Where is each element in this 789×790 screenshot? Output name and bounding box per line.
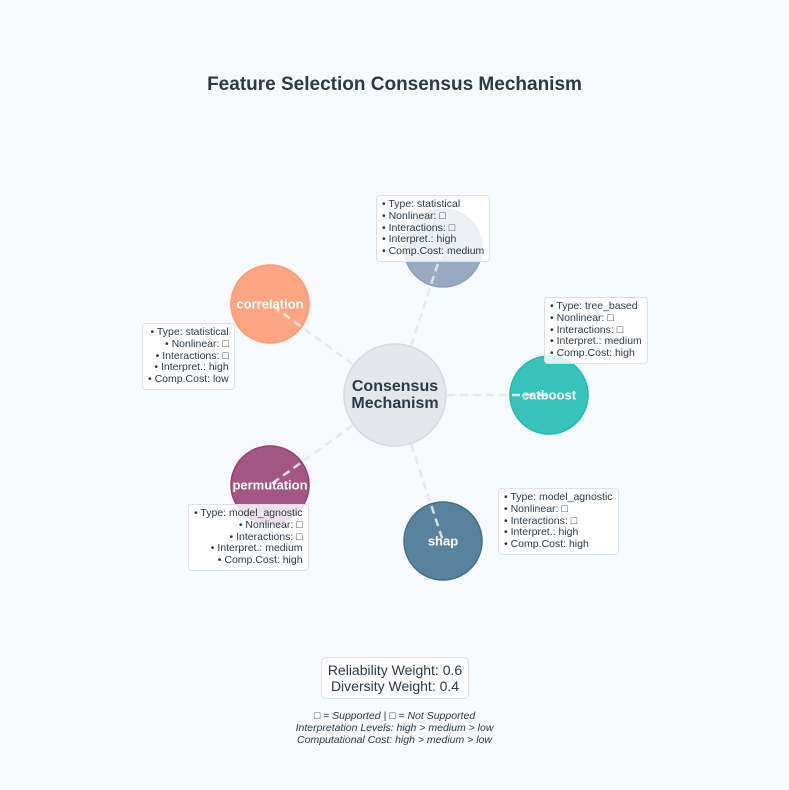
method-info-catboost: • Type: tree_based • Nonlinear: □ • Intera… <box>544 297 648 364</box>
info-interpretability: • Interpret.: high <box>504 526 579 539</box>
method-info-unnamed: • Type: statistical • Nonlinear: □ • Inter… <box>376 195 491 262</box>
info-interpretability: • Interpret.: high <box>382 233 457 246</box>
info-nonlinear: • Nonlinear: □ <box>238 518 303 531</box>
consensus-label: Consensus Mechanism <box>351 378 439 412</box>
info-comp_cost: • Comp.Cost: low <box>148 373 229 386</box>
info-nonlinear: • Nonlinear: □ <box>550 311 614 324</box>
method-info-correlation: • Type: statistical • Nonlinear: □ • Inter… <box>142 323 235 390</box>
consensus-node <box>343 343 447 447</box>
legend-cost: Computational Cost: high > medium > low <box>297 733 492 746</box>
method-node-shap <box>403 501 483 581</box>
method-info-permutation: • Type: model_agnostic • Nonlinear: □ • In… <box>188 504 309 571</box>
weights-box: Reliability Weight: 0.6 Diversity Weight… <box>321 657 469 699</box>
legend-interpretation: Interpretation Levels: high > medium > l… <box>295 721 494 734</box>
info-interactions: • Interactions: □ <box>155 349 229 362</box>
info-interactions: • Interactions: □ <box>382 221 456 234</box>
info-interpretability: • Interpret.: medium <box>210 542 303 555</box>
reliability-weight: Reliability Weight: 0.6 <box>327 662 463 678</box>
info-type: • Type: model_agnostic <box>194 507 303 519</box>
info-comp_cost: • Comp.Cost: medium <box>382 245 485 258</box>
info-type: • Type: model_agnostic <box>504 491 613 503</box>
method-node-correlation <box>230 264 310 344</box>
info-type: • Type: statistical <box>382 198 461 210</box>
method-label-correlation: correlation <box>236 296 304 312</box>
info-nonlinear: • Nonlinear: □ <box>164 337 229 350</box>
info-interpretability: • Interpret.: high <box>154 361 229 374</box>
legend: □ = Supported | □ = Not Supported Interp… <box>0 710 789 746</box>
info-comp_cost: • Comp.Cost: high <box>550 347 635 360</box>
info-comp_cost: • Comp.Cost: high <box>504 538 589 551</box>
method-info-shap: • Type: model_agnostic • Nonlinear: □ • In… <box>498 488 619 555</box>
info-interactions: • Interactions: □ <box>229 530 303 543</box>
method-label-permutation: permutation <box>232 477 308 493</box>
diversity-weight: Diversity Weight: 0.4 <box>330 678 460 694</box>
method-label-catboost: catboost <box>521 387 577 403</box>
method-label-shap: shap <box>427 533 459 549</box>
info-nonlinear: • Nonlinear: □ <box>382 209 446 222</box>
info-interactions: • Interactions: □ <box>550 323 624 336</box>
info-interpretability: • Interpret.: medium <box>550 335 642 348</box>
diagram-title: Feature Selection Consensus Mechanism <box>207 74 582 95</box>
legend-support: □ = Supported | □ = Not Supported <box>313 710 476 722</box>
info-nonlinear: • Nonlinear: □ <box>504 502 568 515</box>
info-type: • Type: tree_based <box>550 300 638 312</box>
info-comp_cost: • Comp.Cost: high <box>217 554 303 567</box>
info-type: • Type: statistical <box>150 326 229 338</box>
info-interactions: • Interactions: □ <box>504 514 578 527</box>
